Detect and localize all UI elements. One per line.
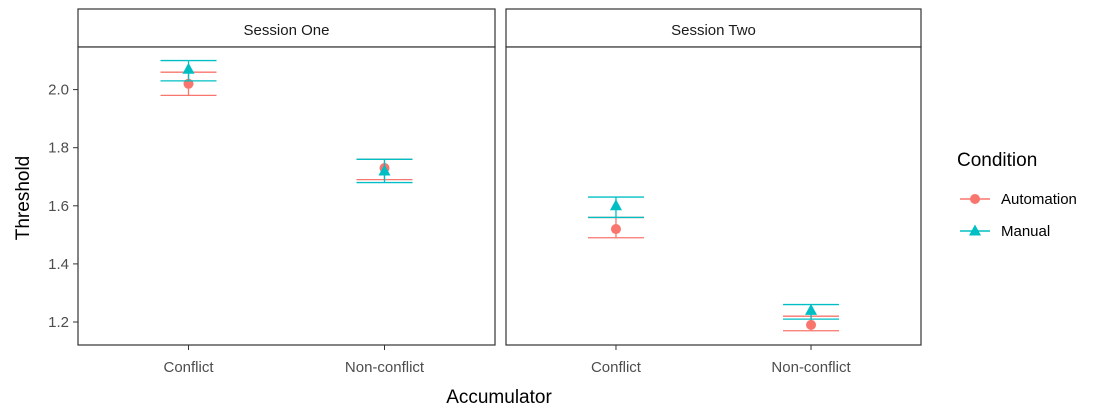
legend-key-symbol — [970, 194, 980, 204]
data-point — [610, 224, 621, 235]
data-point — [806, 319, 817, 330]
y-axis: 1.2 1.4 1.6 1.8 2.0 — [48, 82, 78, 331]
data-point — [805, 303, 818, 315]
x-tick-label: Non-conflict — [345, 359, 425, 376]
legend-title: Condition — [957, 150, 1037, 171]
data-point — [378, 164, 391, 176]
y-tick-label: 1.6 — [48, 198, 69, 215]
x-axis-title: Accumulator — [446, 387, 552, 408]
facet-panel: Session Two Conflict Non-conflict — [505, 8, 922, 376]
facet-strip — [505, 8, 922, 48]
legend-entry-label: Manual — [1001, 223, 1050, 240]
legend-entry-manual: Manual — [960, 223, 1050, 240]
series-automation — [587, 216, 840, 332]
y-tick-label: 1.8 — [48, 140, 69, 157]
facet-strip-label: Session One — [244, 22, 330, 39]
legend-key-symbol — [969, 224, 981, 236]
y-tick-label: 2.0 — [48, 82, 69, 99]
data-point — [182, 62, 195, 74]
legend: Condition Automation Manual — [957, 150, 1077, 240]
panel-background — [505, 46, 922, 346]
legend-entry-automation: Automation — [960, 191, 1077, 208]
y-tick-label: 1.2 — [48, 314, 69, 331]
data-point — [609, 199, 622, 211]
facet-panel: Session One Conflict Non-conflict — [77, 8, 496, 376]
x-tick-label: Conflict — [591, 359, 642, 376]
legend-entry-label: Automation — [1001, 191, 1077, 208]
series-manual — [587, 196, 840, 320]
x-tick-label: Non-conflict — [771, 359, 851, 376]
series-manual — [160, 59, 413, 184]
y-tick-label: 1.4 — [48, 256, 69, 273]
x-tick-label: Conflict — [163, 359, 214, 376]
facet-strip — [77, 8, 496, 48]
panel-background — [77, 46, 496, 346]
y-axis-title: Threshold — [13, 156, 34, 241]
facet-strip-label: Session Two — [671, 22, 756, 39]
